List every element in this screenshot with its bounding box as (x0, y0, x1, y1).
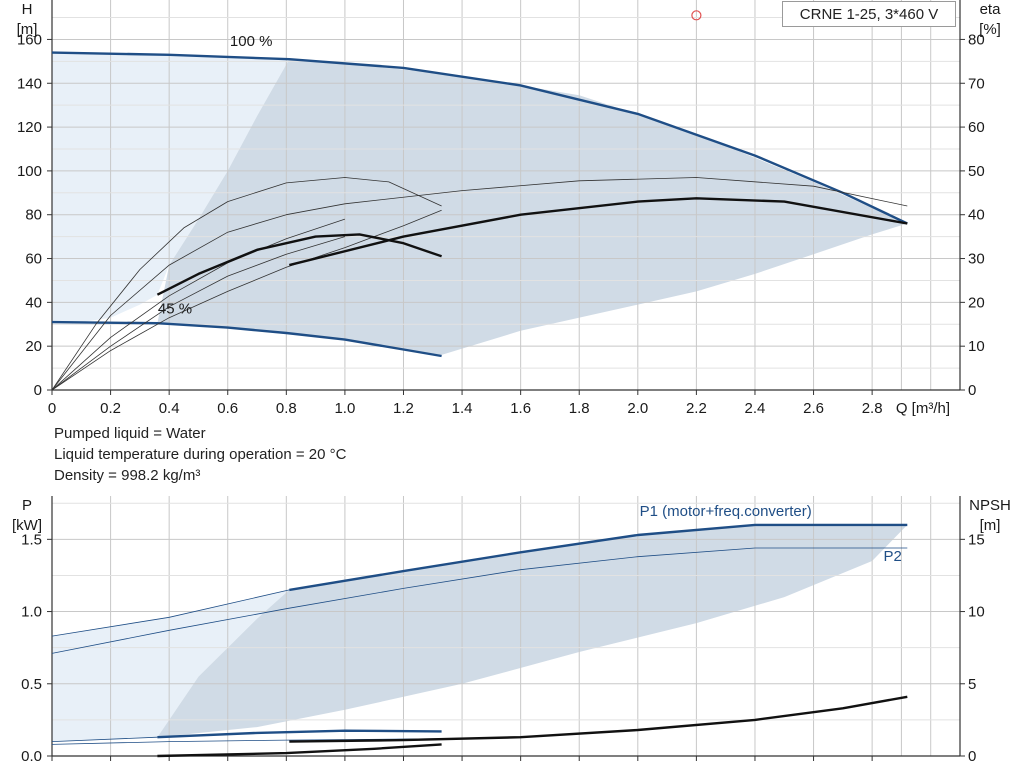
series-line (51, 589, 290, 637)
x-tick-label: 2.8 (862, 400, 883, 417)
series-line (51, 177, 908, 391)
y-left-tick-label: 20 (25, 338, 42, 355)
y-right-tick-label: 30 (968, 251, 985, 268)
series-line (289, 197, 908, 267)
y-right-axis-label-line1: NPSH (969, 497, 1011, 514)
series-line (289, 523, 908, 592)
x-tick-label: 2.6 (803, 400, 824, 417)
x-tick-label: 2.0 (627, 400, 648, 417)
region-dark (157, 524, 908, 738)
region-light (52, 589, 290, 742)
power-npsh-chart: 0.0 0.5 1.0 1.5 0 5 10 15 P [kW] NPSH [m] P1 (motor+… (12, 496, 1011, 765)
y-right-tick-label: 10 (968, 604, 985, 621)
y-left-tick-label: 80 (25, 207, 42, 224)
speed-label: 45 % (158, 300, 192, 317)
y-right-tick-label: 40 (968, 207, 985, 224)
x-tick-label: 1.8 (569, 400, 590, 417)
y-right-tick-label: 0 (968, 748, 976, 765)
x-tick-label: 0 (48, 400, 56, 417)
pump-title-box: CRNE 1-25, 3*460 V (782, 1, 956, 27)
liquid-info: Pumped liquid = Water Liquid temperature… (54, 423, 346, 486)
y-right-tick-label: 80 (968, 31, 985, 48)
y-right-tick-label: 50 (968, 163, 985, 180)
y-right-tick-label: 15 (968, 531, 985, 548)
y-left-axis-label-line1: P (22, 497, 32, 514)
series-line (51, 738, 442, 745)
x-tick-label: 0.8 (276, 400, 297, 417)
y-left-tick-label: 0.5 (21, 676, 42, 693)
x-tick-label: 2.2 (686, 400, 707, 417)
series-line (289, 695, 908, 743)
y-left-axis-label-line2: [m] (17, 21, 38, 38)
y-left-tick-label: 140 (17, 75, 42, 92)
y-right-tick-label: 60 (968, 119, 985, 136)
y-right-tick-label: 70 (968, 75, 985, 92)
y-right-tick-label: 5 (968, 676, 976, 693)
x-axis-label: Q [m³/h] (896, 400, 950, 417)
series-line (157, 729, 442, 739)
y-right-tick-label: 20 (968, 294, 985, 311)
series-line (51, 177, 442, 391)
y-left-tick-label: 40 (25, 294, 42, 311)
series-line (157, 743, 442, 758)
y-left-tick-label: 60 (25, 251, 42, 268)
series-line (51, 547, 908, 654)
series-line (51, 51, 908, 225)
y-right-axis-label-line1: eta (980, 1, 1002, 18)
x-tick-label: 2.4 (745, 400, 766, 417)
info-line-temperature: Liquid temperature during operation = 20… (54, 446, 347, 463)
series-line (156, 233, 442, 296)
y-left-tick-label: 1.5 (21, 531, 42, 548)
x-tick-label: 1.6 (510, 400, 531, 417)
x-tick-label: 1.4 (452, 400, 473, 417)
region-light (52, 52, 290, 323)
x-tick-label: 0.6 (217, 400, 238, 417)
y-left-tick-label: 1.0 (21, 604, 42, 621)
y-left-tick-label: 0.0 (21, 748, 42, 765)
series-line (51, 218, 346, 391)
y-left-tick-label: 100 (17, 163, 42, 180)
series-line (51, 209, 442, 391)
pump-title: CRNE 1-25, 3*460 V (799, 6, 939, 23)
y-left-tick-label: 0 (34, 382, 42, 399)
info-line-pumped-liquid: Pumped liquid = Water (54, 425, 206, 442)
y-left-axis-label-line1: H (22, 1, 33, 18)
y-left-tick-label: 160 (17, 31, 42, 48)
y-right-axis-label-line2: [%] (979, 21, 1001, 38)
y-left-tick-label: 120 (17, 119, 42, 136)
y-left-axis-label-line2: [kW] (12, 517, 42, 534)
series-line (51, 736, 158, 742)
x-tick-label: 0.4 (159, 400, 180, 417)
region-dark (157, 59, 908, 355)
y-right-tick-label: 0 (968, 382, 976, 399)
series-label: P1 (motor+freq.converter) (640, 503, 812, 520)
x-tick-label: 1.0 (334, 400, 355, 417)
series-line (51, 236, 346, 391)
y-right-tick-label: 10 (968, 338, 985, 355)
series-line (51, 320, 442, 358)
y-right-axis-label-line2: [m] (980, 517, 1001, 534)
info-line-density: Density = 998.2 kg/m³ (54, 467, 201, 484)
x-tick-label: 0.2 (100, 400, 121, 417)
series-label: P2 (883, 548, 901, 565)
duty-point-marker (691, 10, 702, 21)
x-tick-label: 1.2 (393, 400, 414, 417)
speed-label: 100 % (230, 33, 273, 50)
head-eta-chart: 0 20 40 60 80 100 120 140 160 0 10 20 30 40 50 60 70 80 0 0… (17, 0, 1002, 417)
